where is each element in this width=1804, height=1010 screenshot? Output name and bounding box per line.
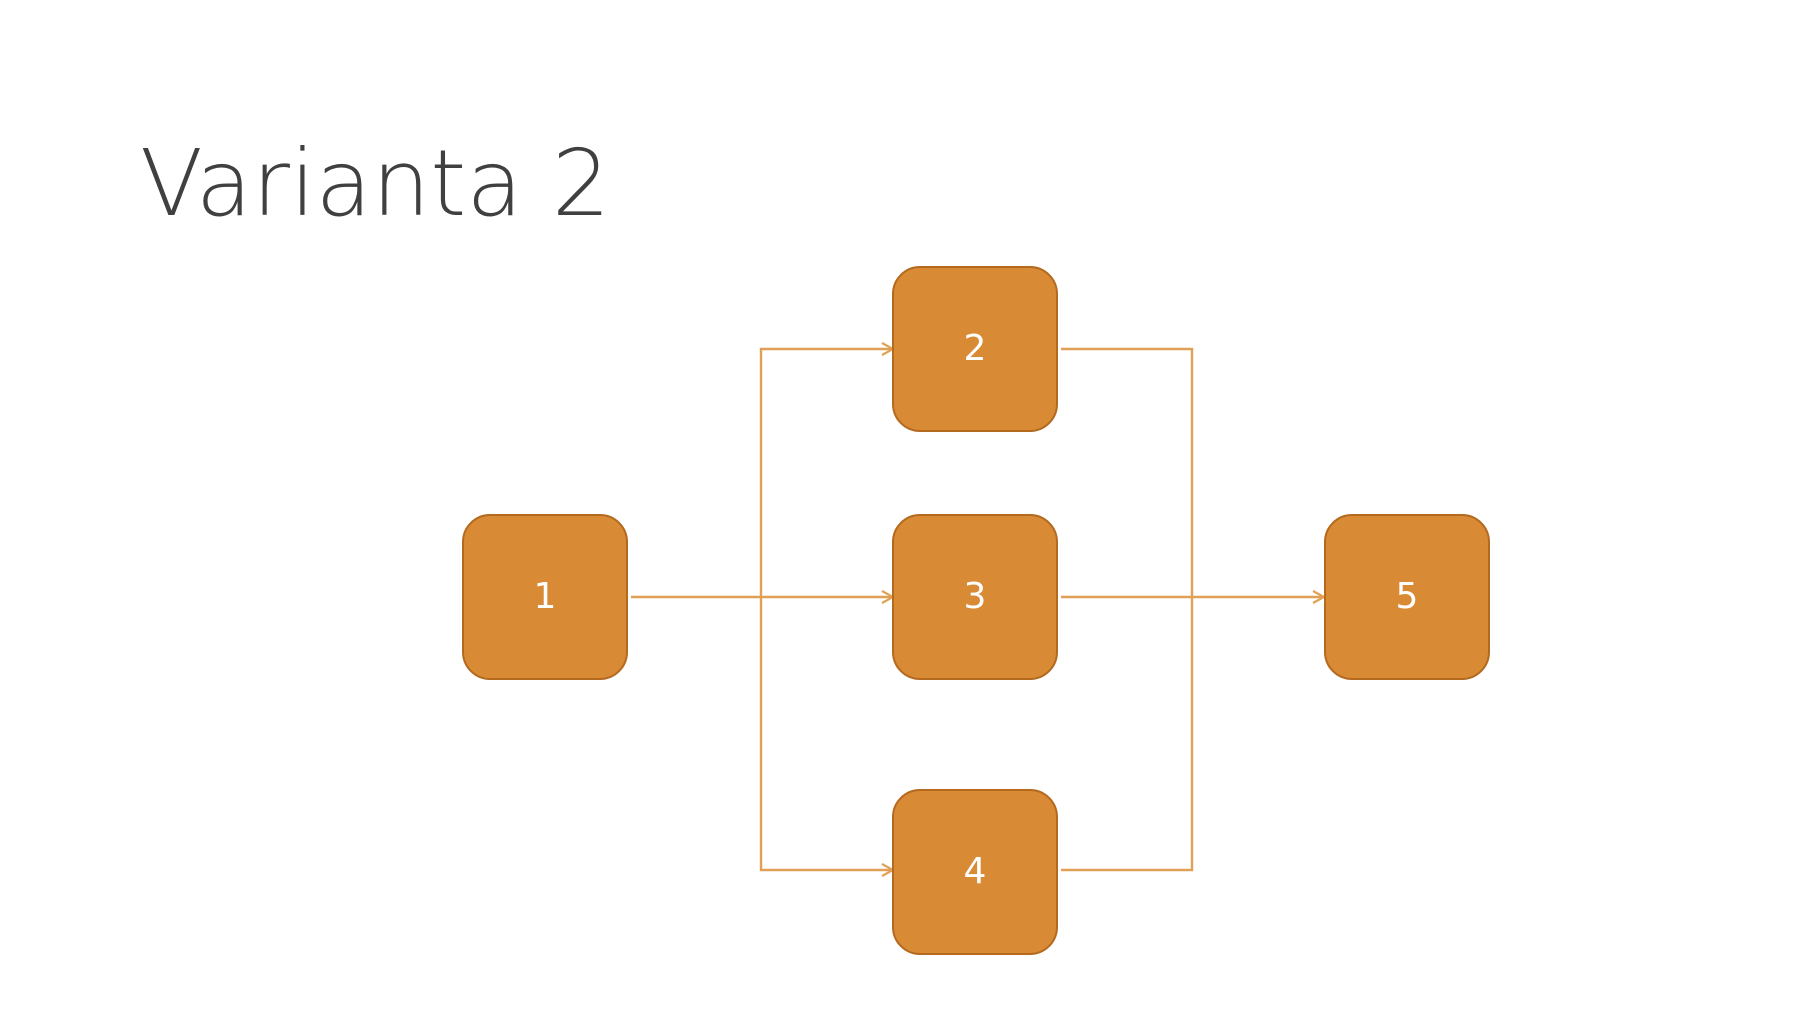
node-5: 5 [1324, 514, 1490, 680]
node-label: 5 [1395, 576, 1419, 617]
node-2: 2 [892, 266, 1058, 432]
node-1: 1 [462, 514, 628, 680]
slide-title: Varianta 2 [140, 130, 611, 237]
node-3: 3 [892, 514, 1058, 680]
node-4: 4 [892, 789, 1058, 955]
node-label: 2 [963, 328, 987, 369]
connector-1-2 [759, 349, 893, 597]
node-label: 4 [963, 851, 987, 892]
node-label: 3 [963, 576, 987, 617]
node-label: 1 [533, 576, 557, 617]
connector-1-4 [759, 597, 893, 870]
connector-4-5 [1061, 597, 1194, 872]
connector-2-5 [1061, 347, 1194, 597]
